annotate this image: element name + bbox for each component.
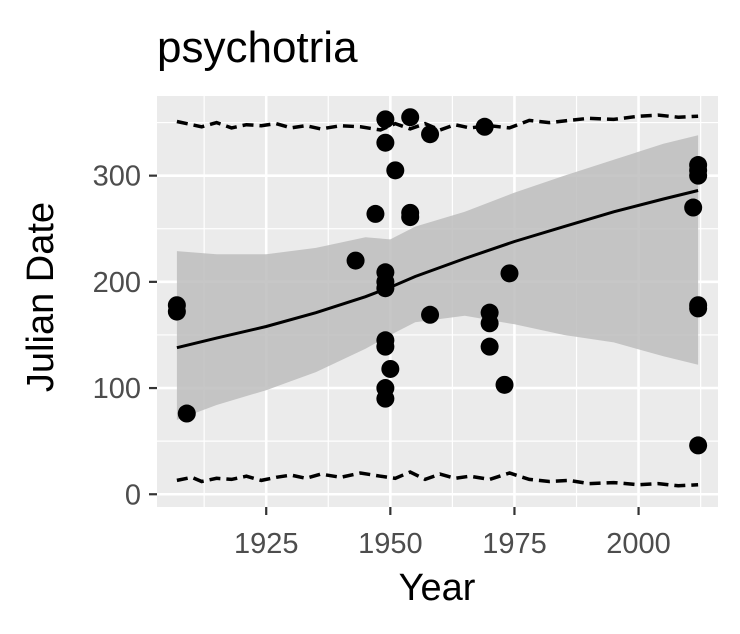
- data-point: [480, 314, 499, 333]
- chart-title: psychotria: [157, 23, 358, 72]
- data-point: [421, 305, 440, 324]
- data-point: [401, 108, 420, 127]
- x-axis: 1925 1950 1975 2000: [234, 507, 671, 560]
- y-tick-label: 100: [93, 373, 141, 405]
- data-point: [376, 337, 395, 356]
- x-tick-label: 1975: [482, 528, 547, 560]
- y-axis: 0 100 200 300: [93, 161, 157, 511]
- data-point: [684, 198, 703, 217]
- data-point: [689, 166, 708, 185]
- lower-dashed-line: [176, 470, 699, 488]
- data-point: [500, 264, 519, 283]
- x-axis-label: Year: [399, 567, 476, 609]
- plot-panel: [157, 96, 718, 507]
- data-point: [401, 208, 420, 227]
- x-tick-label: 2000: [606, 528, 671, 560]
- data-point: [480, 337, 499, 356]
- data-point: [366, 204, 385, 223]
- data-point: [495, 375, 514, 394]
- upper-dashed-line: [176, 113, 699, 132]
- trend-line: [176, 189, 699, 350]
- x-tick-label: 1950: [358, 528, 423, 560]
- data-point: [376, 133, 395, 152]
- y-tick-label: 300: [93, 161, 141, 193]
- data-point: [167, 302, 186, 321]
- data-point: [346, 251, 365, 270]
- x-tick-label: 1925: [234, 528, 299, 560]
- data-point: [475, 117, 494, 136]
- y-tick-label: 0: [125, 479, 141, 511]
- y-tick-label: 200: [93, 267, 141, 299]
- confidence-ribbon: [176, 135, 699, 420]
- data-point: [376, 110, 395, 129]
- data-point: [689, 299, 708, 318]
- data-point: [177, 404, 196, 423]
- y-axis-label: Julian Date: [20, 202, 62, 392]
- data-point: [376, 389, 395, 408]
- data-point: [386, 161, 405, 180]
- data-point: [421, 125, 440, 144]
- data-point: [381, 359, 400, 378]
- data-point: [376, 279, 395, 298]
- data-point: [689, 436, 708, 455]
